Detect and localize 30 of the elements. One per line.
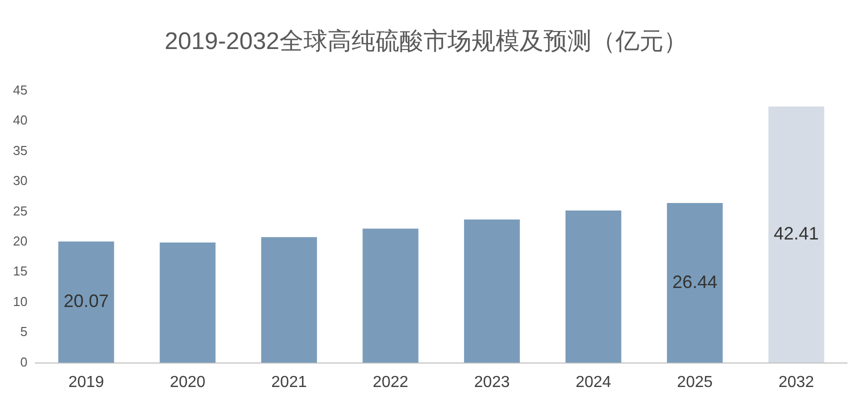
x-tick-label: 2020 [170,374,206,391]
data-label: 42.41 [774,224,819,244]
x-tick-label: 2019 [68,374,104,391]
y-tick-label: 10 [12,294,28,309]
bar [666,202,723,363]
bar [768,106,824,363]
y-tick-label: 25 [12,203,28,218]
bar [362,228,418,363]
x-tick-label: 2025 [677,374,713,391]
bar [261,237,317,363]
bar [160,242,216,363]
bar [464,220,520,363]
chart-title: 2019-2032全球高纯硫酸市场规模及预测（亿元） [164,28,688,56]
y-tick-label: 35 [12,142,28,158]
y-tick-label: 30 [12,173,28,188]
data-label: 20.07 [64,291,109,312]
y-tick-label: 20 [12,233,28,248]
x-tick-label: 2022 [372,374,408,391]
y-tick-label: 0 [20,354,28,370]
bar [58,241,114,363]
y-tick-label: 5 [20,324,28,340]
x-tick-label: 2032 [778,374,814,391]
data-label: 26.44 [672,272,718,292]
bar [565,210,622,363]
x-tick-label: 2023 [474,374,510,391]
y-tick-label: 40 [12,112,28,128]
x-tick-label: 2021 [271,374,307,391]
y-tick-label: 15 [12,264,28,279]
x-tick-label: 2024 [576,374,612,391]
y-tick-label: 45 [12,82,28,98]
